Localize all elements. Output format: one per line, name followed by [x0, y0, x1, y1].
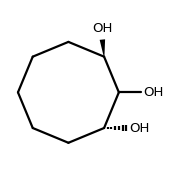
Text: OH: OH	[144, 86, 164, 99]
Text: OH: OH	[92, 22, 113, 35]
Text: OH: OH	[129, 122, 149, 135]
Polygon shape	[100, 39, 105, 57]
